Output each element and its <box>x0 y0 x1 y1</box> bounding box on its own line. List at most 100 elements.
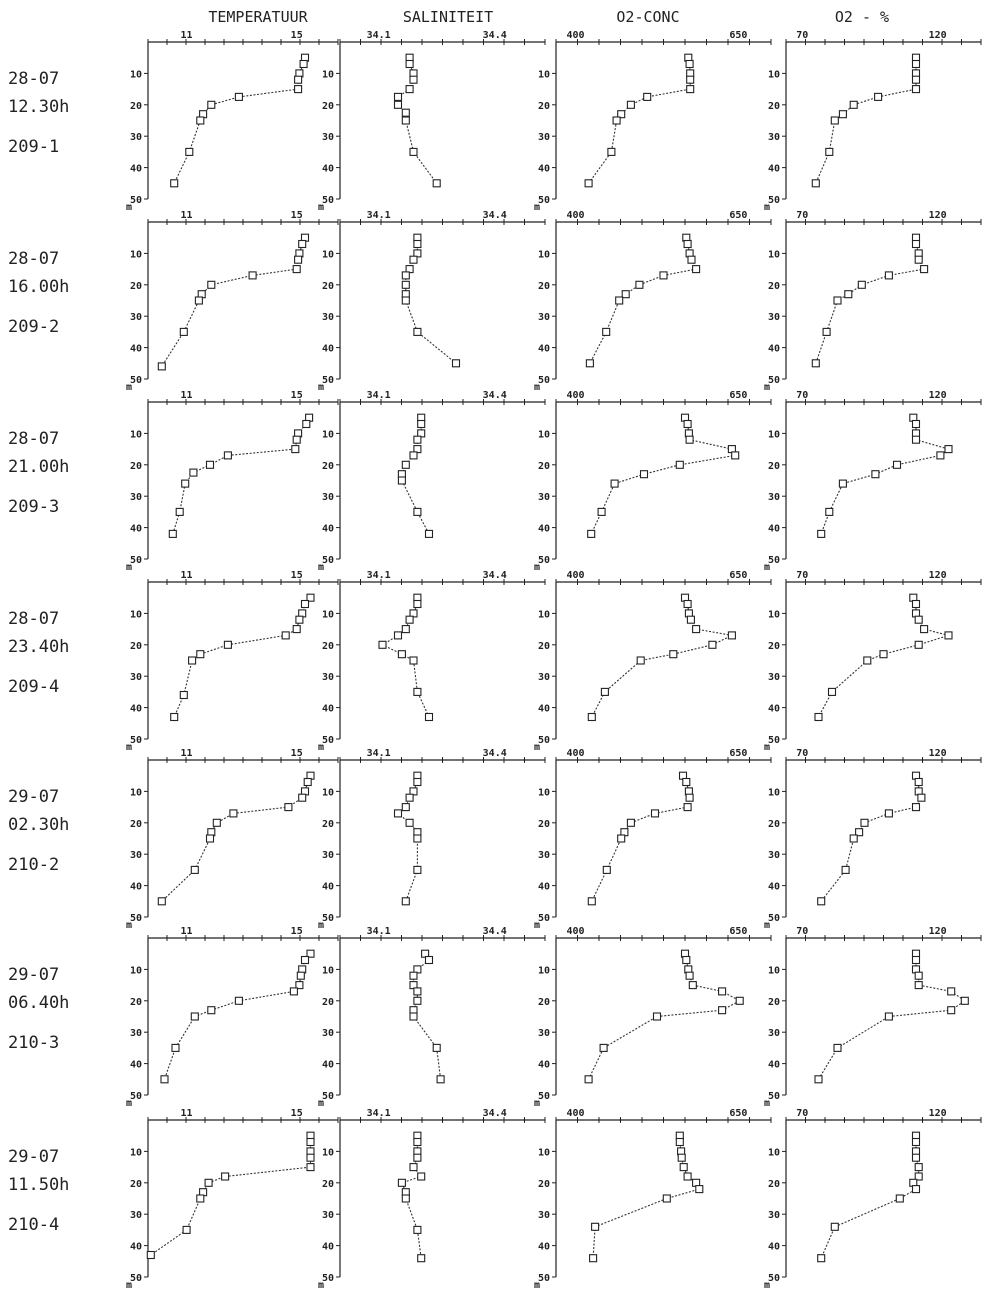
data-point-salinity <box>424 712 434 722</box>
data-point-o2_pct <box>911 803 921 812</box>
x-tick-label: 34.4 <box>483 210 507 221</box>
data-point-temperature <box>182 1225 191 1234</box>
data-point-salinity <box>393 809 403 818</box>
y-tick-label: 20 <box>322 819 334 830</box>
data-point-o2_pct <box>825 147 834 156</box>
x-tick-label: 11 <box>181 748 193 759</box>
data-point-salinity <box>417 1254 426 1263</box>
data-point-o2_conc <box>686 85 695 94</box>
profile-line-o2_conc <box>591 597 734 718</box>
data-point-o2_conc <box>585 359 594 368</box>
x-tick-label: 11 <box>181 926 193 937</box>
data-point-o2_pct <box>911 239 921 249</box>
y-tick-label: 50 <box>768 375 780 386</box>
data-point-o2_conc <box>683 803 692 812</box>
y-tick-label: 20 <box>538 819 550 830</box>
y-tick-label: 20 <box>768 281 780 292</box>
row-time-label: 16.00h <box>8 277 69 297</box>
data-point-salinity <box>413 599 422 609</box>
x-tick-label: 120 <box>929 570 947 581</box>
x-tick-label: 650 <box>729 30 747 41</box>
row-station-label: 209-1 <box>8 137 59 157</box>
y-tick-label: 50 <box>768 195 780 206</box>
data-point-o2_pct <box>814 712 823 722</box>
y-tick-label: 30 <box>538 850 550 861</box>
data-point-salinity <box>413 1137 422 1147</box>
data-point-o2_conc <box>587 529 596 538</box>
x-tick-label: 34.4 <box>483 748 507 759</box>
row-time-label: 11.50h <box>8 1175 69 1195</box>
data-point-o2_conc <box>688 981 697 990</box>
x-tick-label: 70 <box>796 570 808 581</box>
y-tick-label: 20 <box>322 997 334 1008</box>
y-tick-label: 30 <box>130 312 142 323</box>
data-point-o2_conc <box>587 897 596 906</box>
data-point-temperature <box>234 92 243 101</box>
y-tick-label: 30 <box>322 312 334 323</box>
y-tick-label: 10 <box>130 1147 142 1158</box>
y-unit-label: m <box>534 202 540 213</box>
row-date-label: 28-07 <box>8 69 59 89</box>
data-point-temperature <box>189 468 198 477</box>
profile-line-o2_conc <box>588 57 691 184</box>
y-unit-label: m <box>126 742 132 753</box>
data-point-salinity <box>405 793 414 802</box>
data-point-temperature <box>292 435 301 444</box>
y-tick-label: 40 <box>322 704 334 715</box>
data-point-temperature <box>284 803 293 812</box>
data-point-o2_pct <box>920 265 929 274</box>
data-point-salinity <box>405 59 414 69</box>
x-tick-label: 70 <box>796 926 808 937</box>
x-tick-label: 15 <box>291 1108 303 1119</box>
data-point-o2_pct <box>914 777 923 787</box>
y-unit-label: m <box>318 562 324 573</box>
y-tick-label: 40 <box>538 704 550 715</box>
y-unit-label: m <box>318 382 324 393</box>
data-point-temperature <box>168 529 177 538</box>
data-point-temperature <box>306 1137 315 1147</box>
y-tick-label: 10 <box>538 1147 550 1158</box>
y-tick-label: 40 <box>768 164 780 175</box>
data-point-o2_pct <box>911 435 921 444</box>
y-unit-label: m <box>318 742 324 753</box>
x-tick-label: 34.4 <box>483 390 507 401</box>
y-tick-label: 50 <box>538 375 550 386</box>
y-tick-label: 50 <box>322 375 334 386</box>
data-point-o2_conc <box>650 809 660 818</box>
data-point-temperature <box>303 777 312 787</box>
x-tick-label: 34.1 <box>367 748 391 759</box>
x-tick-label: 34.4 <box>483 30 507 41</box>
data-point-temperature <box>306 1153 315 1162</box>
y-unit-label: m <box>764 562 770 573</box>
y-tick-label: 30 <box>768 672 780 683</box>
column-title-temperature: TEMPERATUUR <box>208 8 308 26</box>
data-point-o2_conc <box>600 687 609 696</box>
data-point-o2_conc <box>683 1172 692 1181</box>
data-point-o2_pct <box>911 1185 921 1194</box>
y-tick-label: 20 <box>130 461 142 472</box>
row-date-label: 28-07 <box>8 609 59 629</box>
y-tick-label: 30 <box>130 492 142 503</box>
y-tick-label: 10 <box>322 249 334 260</box>
y-tick-label: 20 <box>130 1179 142 1190</box>
x-tick-label: 400 <box>567 926 585 937</box>
data-point-o2_pct <box>914 971 923 980</box>
y-tick-label: 40 <box>322 1242 334 1253</box>
profile-line-o2_conc <box>590 417 737 535</box>
y-tick-label: 50 <box>538 1273 550 1284</box>
x-tick-label: 15 <box>291 926 303 937</box>
data-point-o2_pct <box>911 599 921 609</box>
data-point-o2_conc <box>602 865 611 874</box>
data-point-o2_pct <box>914 1163 923 1172</box>
data-point-salinity <box>413 687 422 696</box>
data-point-o2_conc <box>597 507 606 516</box>
y-tick-label: 40 <box>130 704 142 715</box>
x-tick-label: 400 <box>567 210 585 221</box>
data-point-temperature <box>194 296 203 305</box>
data-point-salinity <box>424 955 434 965</box>
data-point-o2_conc <box>643 92 652 101</box>
y-tick-label: 50 <box>322 913 334 924</box>
data-point-temperature <box>175 507 184 516</box>
data-point-salinity <box>413 777 422 787</box>
